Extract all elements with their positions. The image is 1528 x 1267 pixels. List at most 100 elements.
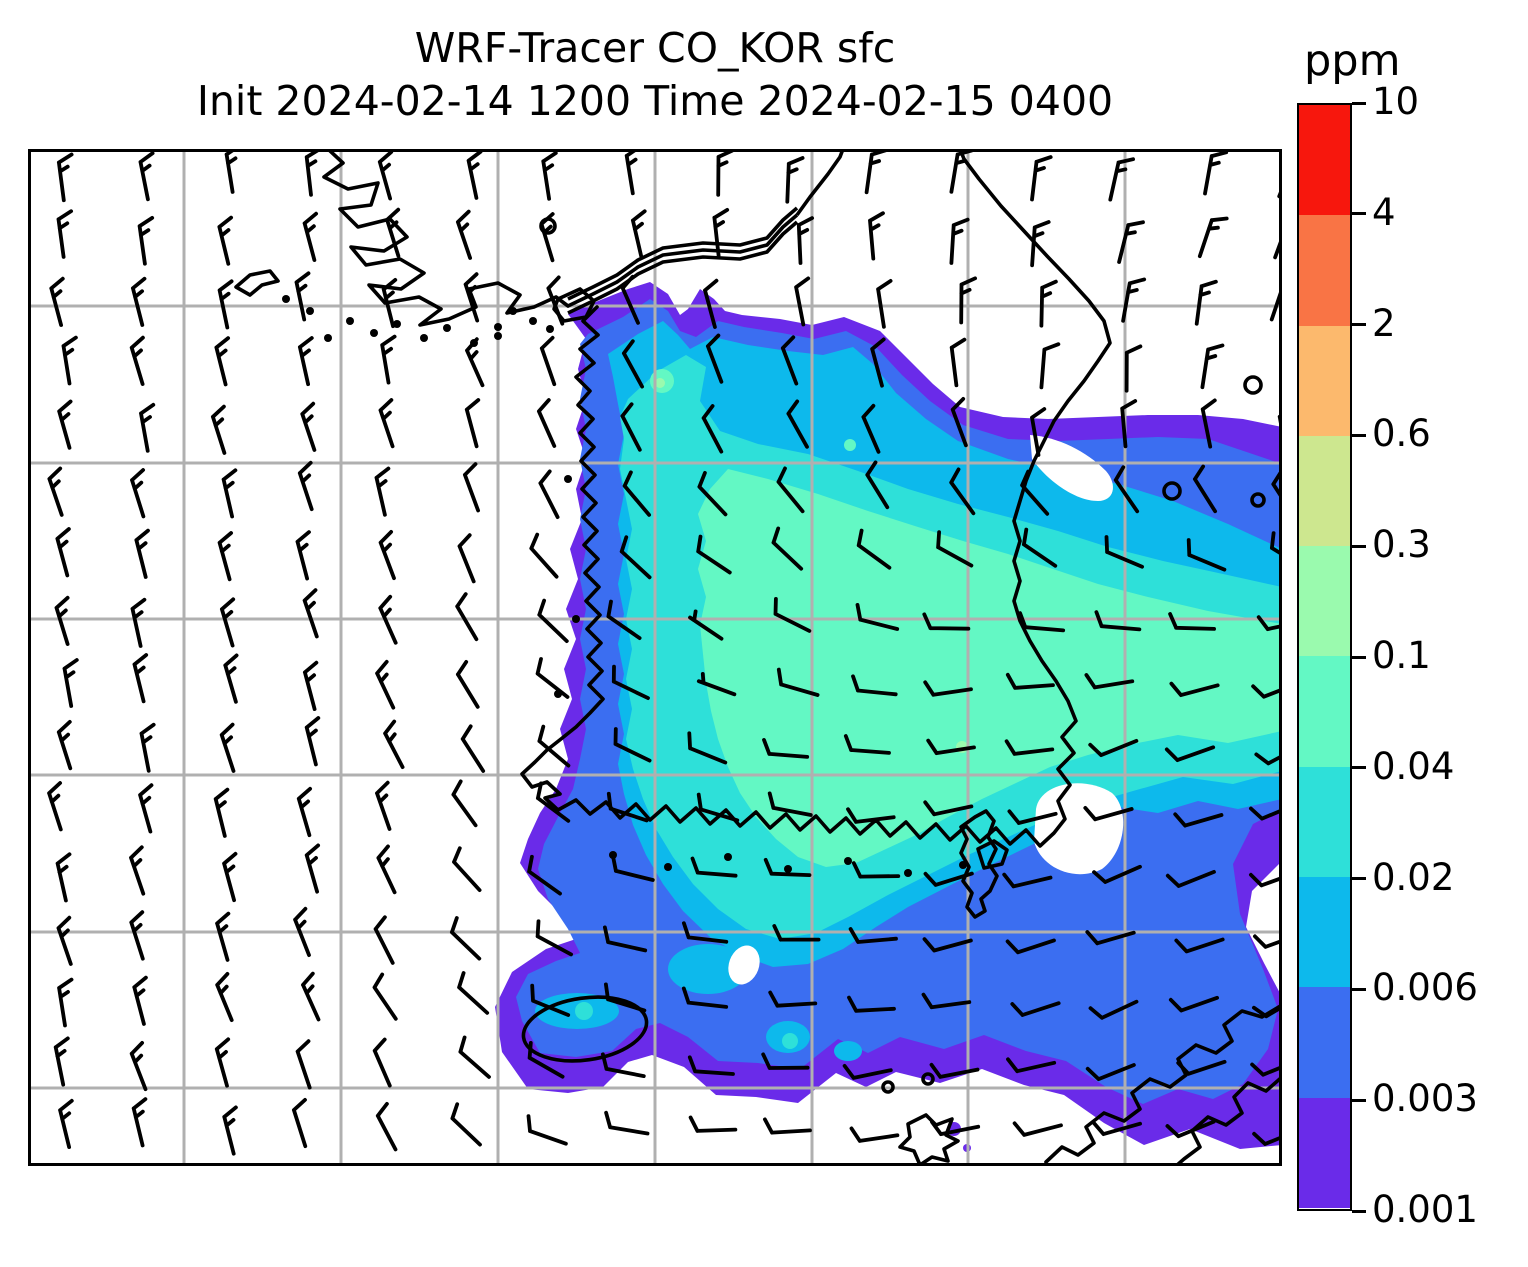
wind-barb	[372, 1037, 392, 1088]
wind-barb	[611, 664, 650, 700]
coast-dokdo	[1250, 492, 1266, 508]
wind-barb	[381, 278, 398, 329]
wind-barb	[465, 337, 485, 388]
wind-barb	[527, 854, 562, 896]
wind-barb	[47, 466, 64, 517]
wind-barb	[1006, 1057, 1057, 1074]
wind-barb	[451, 779, 478, 828]
wind-barb	[458, 1035, 491, 1079]
wind-barb	[132, 653, 149, 704]
coast-islet	[921, 1072, 935, 1086]
wind-barb	[620, 274, 640, 325]
wind-barb	[450, 1102, 482, 1147]
plume-white-hole	[1034, 783, 1124, 875]
wind-barb	[959, 276, 977, 325]
coast-goto-islands	[898, 1113, 960, 1166]
colorbar-tick	[1352, 212, 1366, 216]
wind-barb	[1018, 611, 1066, 633]
wind-barb	[375, 659, 396, 710]
wind-barb	[294, 271, 311, 322]
wind-barb	[541, 151, 558, 201]
wind-barb	[1091, 1120, 1142, 1136]
wind-barb	[688, 609, 724, 641]
wind-barb	[1252, 1131, 1282, 1146]
wind-barb	[856, 528, 892, 570]
islet-dot	[959, 861, 967, 869]
contour-skyblue-patch	[834, 1041, 862, 1061]
wind-barb	[786, 399, 809, 449]
wind-barb	[1002, 872, 1053, 889]
wind-barb	[217, 531, 233, 582]
islet-dot	[572, 615, 580, 623]
islet-dot	[509, 307, 517, 315]
wind-barb	[464, 398, 481, 449]
wind-barb	[378, 398, 395, 449]
coast-tsushima	[959, 809, 999, 919]
wind-barb	[301, 971, 321, 1022]
wind-barb	[1088, 999, 1139, 1020]
wind-barb	[213, 787, 230, 838]
wind-barb	[848, 927, 898, 944]
wind-barb	[1108, 157, 1135, 202]
wind-barb	[1164, 745, 1216, 762]
wind-barb	[546, 275, 565, 326]
wind-barb	[613, 727, 652, 763]
wind-barb	[773, 597, 812, 633]
wind-barb	[1030, 220, 1051, 268]
wind-barb	[1104, 535, 1144, 569]
wind-barb	[855, 603, 900, 631]
wind-barb	[1084, 673, 1135, 690]
wind-barb	[776, 466, 805, 514]
wind-barb	[380, 334, 397, 385]
wind-barbs	[47, 149, 1282, 1156]
wind-barb	[57, 152, 74, 203]
wind-barb	[49, 276, 65, 327]
wind-barb	[292, 1098, 308, 1149]
wind-barb	[450, 916, 482, 961]
islet-dot	[443, 324, 451, 332]
wind-barb	[57, 977, 74, 1028]
wind-barb	[1169, 681, 1220, 697]
title-line-1: WRF-Tracer CO_KOR sfc	[414, 24, 896, 72]
wind-barb	[604, 1110, 650, 1136]
colorbar-segment	[1299, 877, 1350, 988]
wind-barb	[1186, 538, 1227, 572]
wind-barb	[54, 595, 70, 646]
wind-barb	[846, 807, 896, 824]
wind-barb	[1270, 531, 1282, 557]
colorbar-tick	[1352, 1209, 1366, 1213]
islet-dot	[494, 323, 502, 331]
wind-barb	[297, 460, 314, 512]
wind-barb	[373, 915, 395, 965]
wind-barb	[622, 339, 644, 389]
wind-barb	[466, 149, 483, 200]
colorbar-tick-label: 0.1	[1372, 634, 1431, 677]
wind-barb	[936, 530, 974, 568]
wind-barb	[690, 856, 738, 878]
wind-barb	[712, 208, 730, 258]
colorbar-tick	[1352, 877, 1366, 881]
wind-barb	[131, 1097, 148, 1148]
wind-barb	[1010, 1001, 1061, 1017]
wind-barb	[138, 783, 154, 834]
wind-barb	[842, 1064, 893, 1080]
wind-barb	[456, 660, 480, 709]
wind-barb	[1005, 938, 1056, 955]
wind-barb	[536, 781, 571, 823]
wind-barb	[697, 471, 728, 517]
wind-barb	[214, 1037, 231, 1088]
wind-barb	[1012, 1121, 1063, 1137]
wind-barb	[601, 1052, 646, 1078]
wind-barb	[1088, 739, 1139, 757]
wind-barb	[1165, 870, 1216, 888]
coast-islet	[881, 1080, 895, 1094]
wind-barb	[847, 995, 896, 1013]
islet-dot	[370, 329, 378, 337]
wind-barb	[1030, 155, 1053, 202]
wind-barb	[1007, 809, 1058, 825]
wind-barb	[861, 403, 881, 454]
wind-barb	[134, 528, 150, 579]
wind-barb	[1117, 220, 1145, 264]
wind-barb	[457, 971, 490, 1015]
wind-barb	[1124, 344, 1143, 393]
